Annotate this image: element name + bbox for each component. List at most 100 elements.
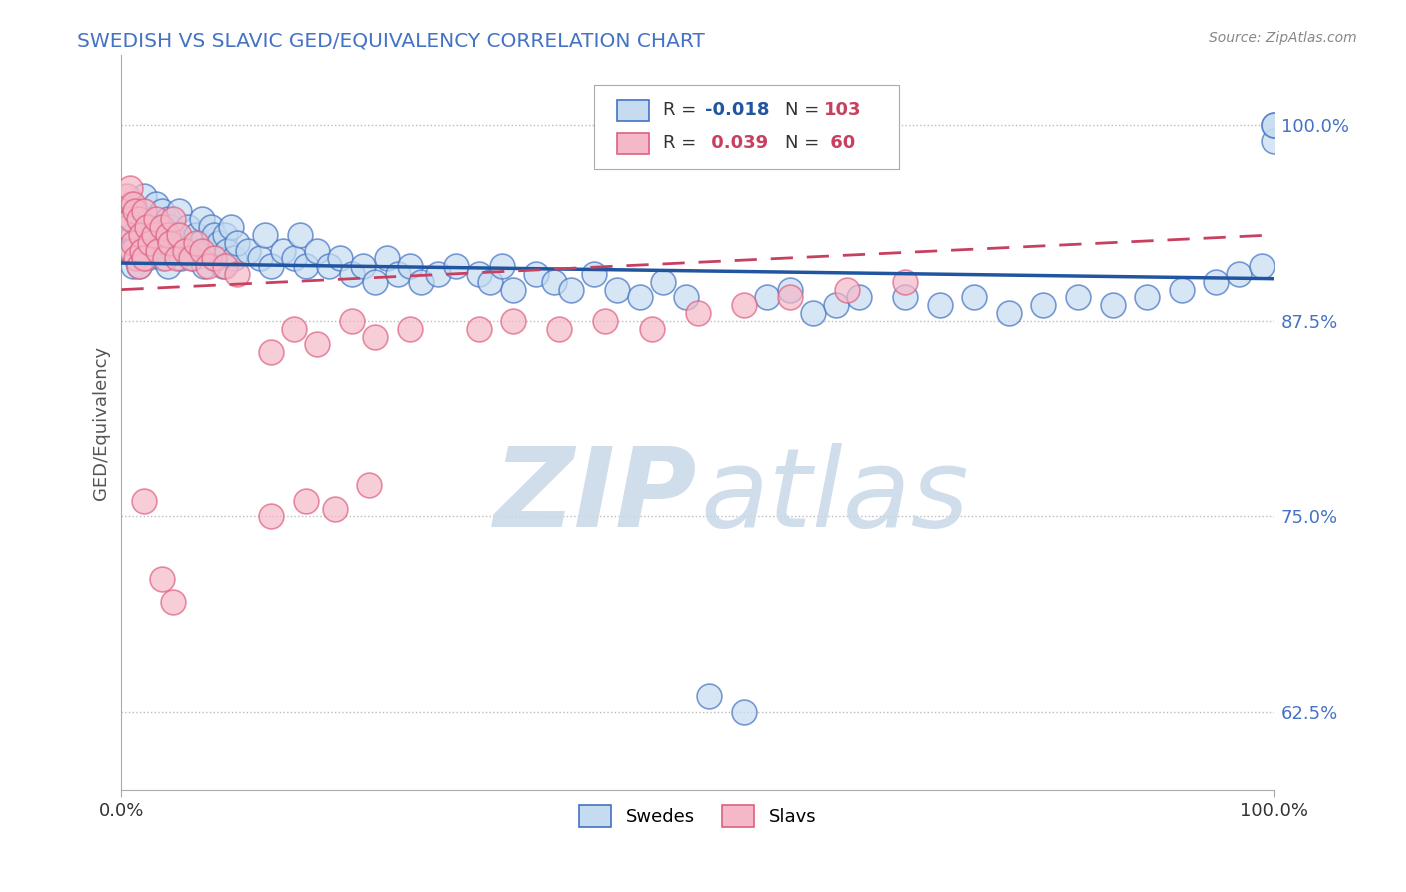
Point [180, 252, 202, 266]
Legend: Swedes, Slavs: Swedes, Slavs [569, 796, 825, 836]
Point [134, 252, 156, 266]
Point [467, 322, 489, 336]
Point [122, 196, 145, 211]
Point [779, 290, 801, 304]
Point [1032, 298, 1054, 312]
Point [398, 259, 420, 273]
Point [307, 244, 329, 258]
Point [145, 212, 167, 227]
Text: R =: R = [664, 102, 702, 120]
Point [998, 306, 1021, 320]
Point [295, 493, 318, 508]
Point [131, 220, 153, 235]
Point [1067, 290, 1090, 304]
Point [124, 204, 146, 219]
Point [205, 252, 228, 266]
Point [340, 314, 363, 328]
Point [115, 212, 138, 227]
Point [307, 337, 329, 351]
Point [173, 235, 195, 250]
Point [125, 235, 148, 250]
Point [640, 322, 662, 336]
Point [288, 227, 311, 242]
Point [134, 493, 156, 508]
Point [118, 181, 141, 195]
Text: 60: 60 [824, 135, 856, 153]
Point [156, 212, 179, 227]
Point [128, 259, 150, 273]
Point [121, 244, 143, 258]
Point [191, 244, 214, 258]
Point [283, 252, 305, 266]
Point [167, 227, 190, 242]
Point [166, 227, 188, 242]
Point [150, 220, 173, 235]
Point [212, 259, 235, 273]
Point [128, 212, 150, 227]
FancyBboxPatch shape [617, 133, 650, 153]
Point [181, 252, 204, 266]
Point [202, 227, 225, 242]
Point [186, 235, 208, 250]
Point [524, 267, 547, 281]
Point [208, 235, 231, 250]
Point [837, 283, 859, 297]
Point [353, 259, 375, 273]
Point [1263, 134, 1285, 148]
Point [340, 267, 363, 281]
FancyBboxPatch shape [593, 85, 900, 169]
Point [801, 306, 824, 320]
Text: ZIP: ZIP [494, 442, 697, 549]
Point [155, 235, 177, 250]
Point [295, 259, 318, 273]
Text: 103: 103 [824, 102, 862, 120]
Point [188, 235, 211, 250]
Point [191, 212, 214, 227]
Point [1227, 267, 1250, 281]
Point [139, 244, 162, 258]
Point [427, 267, 450, 281]
Point [479, 275, 502, 289]
FancyBboxPatch shape [617, 100, 650, 120]
Point [329, 252, 352, 266]
Point [467, 267, 489, 281]
Point [214, 227, 236, 242]
Point [197, 259, 219, 273]
Point [134, 189, 156, 203]
Point [224, 252, 246, 266]
Point [928, 298, 950, 312]
Point [254, 227, 277, 242]
Text: -0.018: -0.018 [704, 102, 769, 120]
Point [148, 220, 170, 235]
Text: 0.039: 0.039 [704, 135, 768, 153]
Point [1263, 119, 1285, 133]
Point [139, 212, 162, 227]
Point [139, 235, 162, 250]
Point [162, 244, 184, 258]
Point [409, 275, 432, 289]
Point [502, 314, 524, 328]
Point [120, 212, 142, 227]
Point [170, 252, 193, 266]
Point [387, 267, 409, 281]
Point [128, 212, 150, 227]
Point [118, 244, 141, 258]
Point [543, 275, 565, 289]
Point [145, 196, 167, 211]
Point [260, 345, 283, 359]
Point [894, 290, 917, 304]
Point [697, 689, 720, 703]
Point [145, 244, 167, 258]
Point [134, 227, 156, 242]
Point [848, 290, 870, 304]
Point [1170, 283, 1192, 297]
Point [193, 259, 215, 273]
Point [148, 244, 170, 258]
Point [225, 235, 247, 250]
Point [652, 275, 675, 289]
Point [894, 275, 917, 289]
Point [283, 322, 305, 336]
Point [200, 220, 222, 235]
Point [214, 259, 236, 273]
Point [323, 501, 346, 516]
